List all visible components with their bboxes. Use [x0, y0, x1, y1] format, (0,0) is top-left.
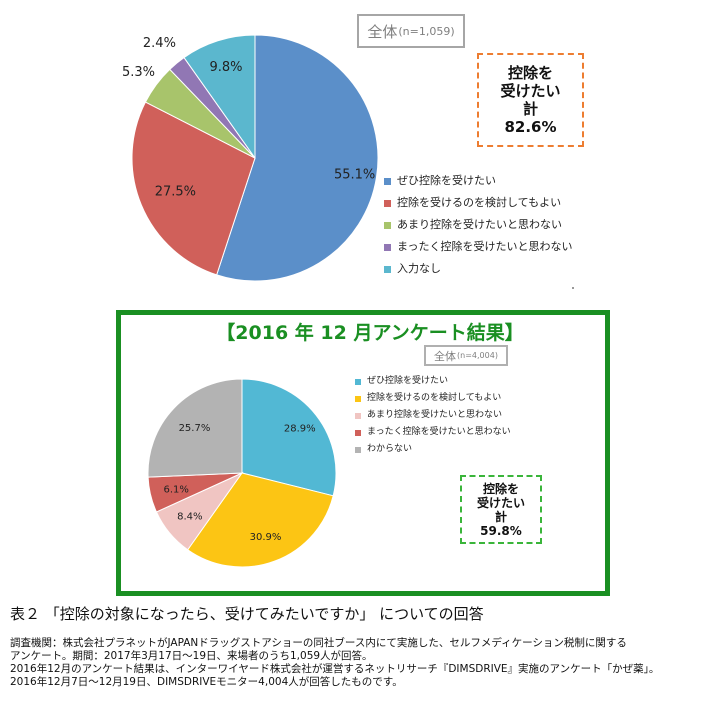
caption-note: 2016年12月7日～12月19日、DIMSDRIVEモニター4,004人が回答…: [10, 676, 403, 688]
caption-title: 表２ 「控除の対象になったら、受けてみたいですか」 についての回答: [10, 605, 484, 623]
legend-swatch: [384, 243, 391, 251]
chart1-total-label: 全体: [367, 22, 398, 41]
legend-swatch: [355, 412, 361, 419]
chart2-total-label: 全体: [434, 349, 457, 363]
chart1-summary-box: 控除を 受けたい 計 82.6%: [477, 53, 584, 147]
legend-item: わからない: [355, 441, 511, 458]
legend-label: 控除を受けるのを検討してもよい: [397, 196, 562, 209]
legend-label: 入力なし: [397, 262, 441, 275]
pie-value-label: 27.5%: [155, 184, 196, 199]
chart2-summary-line-1: 控除を: [482, 481, 519, 496]
pie-value-label: 9.8%: [209, 60, 242, 75]
legend-label: まったく控除を受けたいと思わない: [367, 427, 511, 437]
legend-item: まったく控除を受けたいと思わない: [384, 236, 573, 258]
legend-label: ぜひ控除を受けたい: [397, 174, 496, 187]
legend-item: 入力なし: [384, 258, 573, 280]
legend-item: ぜひ控除を受けたい: [384, 170, 573, 192]
pie-slice: [131, 101, 256, 276]
pie-slice: [183, 34, 256, 160]
chart1-total-n: (n=1,059): [398, 24, 455, 38]
chart1-total-box: 全体 (n=1,059): [357, 14, 465, 48]
legend-swatch: [384, 221, 391, 229]
chart2-pie: 28.9% 30.9% 8.4% 6.1% 25.7%: [147, 378, 337, 568]
pie-value-label: 5.3%: [122, 65, 155, 80]
chart2-legend: ぜひ控除を受けたい控除を受けるのを検討してもよい あまり控除を受けたいと思わないま…: [355, 373, 511, 458]
legend-item: 控除を受けるのを検討してもよい: [384, 192, 573, 214]
chart2-summary-line-2: 受けたい: [476, 495, 525, 510]
pie-value-label: 28.9%: [284, 423, 316, 434]
legend-item: あまり控除を受けたいと思わない: [355, 407, 511, 424]
chart1-summary-line-1: 控除を: [507, 64, 553, 82]
legend-swatch: [355, 446, 361, 453]
legend-swatch: [355, 378, 361, 385]
legend-swatch: [384, 265, 391, 273]
chart2-frame: [116, 310, 610, 596]
chart2-total-n: (n=4,004): [457, 351, 498, 360]
pie-value-label: 8.4%: [177, 512, 202, 523]
legend-item: まったく控除を受けたいと思わない: [355, 424, 511, 441]
legend-swatch: [384, 199, 391, 207]
caption-notes: 調査機関：株式会社プラネットがJAPANドラッグストアショーの同社ブース内にて実…: [10, 637, 659, 689]
chart1-pie: 55.1% 27.5% 5.3% 2.4% 9.8%: [122, 34, 379, 282]
legend-swatch: [355, 395, 361, 402]
chart2-summary-line-3: 計: [494, 509, 507, 524]
pie-slice: [147, 378, 243, 478]
legend-label: 控除を受けるのを検討してもよい: [367, 393, 502, 403]
caption-note: アンケート。期間：2017年3月17日～19日、来場者のうち1,059人が回答。: [10, 650, 373, 662]
legend-item: あまり控除を受けたいと思わない: [384, 214, 573, 236]
legend-swatch: [384, 177, 391, 185]
legend-item: 控除を受けるのを検討してもよい: [355, 390, 511, 407]
chart1-summary-line-3: 計: [522, 100, 538, 118]
pie-value-label: 6.1%: [163, 484, 188, 495]
pie-value-label: 55.1%: [334, 167, 375, 182]
chart2-total-box: 全体 (n=4,004): [424, 345, 508, 366]
caption-note: 調査機関：株式会社プラネットがJAPANドラッグストアショーの同社ブース内にて実…: [10, 637, 627, 649]
chart2-title: 【2016 年 12 月アンケート結果】: [216, 322, 524, 344]
legend-item: ぜひ控除を受けたい: [355, 373, 511, 390]
pie-value-label: 30.9%: [250, 532, 282, 543]
pie-slice: [187, 472, 334, 568]
divider-mark: [572, 287, 574, 289]
chart1-summary-value: 82.6%: [504, 118, 557, 136]
pie-value-label: 25.7%: [179, 423, 211, 434]
chart1-legend: ぜひ控除を受けたい控除を受けるのを検討してもよい あまり控除を受けたいと思わないま…: [384, 170, 573, 280]
legend-label: まったく控除を受けたいと思わない: [397, 240, 573, 253]
pie-value-label: 2.4%: [143, 36, 176, 51]
pie-slice: [216, 34, 379, 282]
legend-label: あまり控除を受けたいと思わない: [397, 218, 562, 231]
chart1-summary-line-2: 受けたい: [500, 82, 561, 100]
legend-swatch: [355, 429, 361, 436]
caption-note: 2016年12月のアンケート結果は、インターワイヤード株式会社が運営するネットリ…: [10, 663, 660, 675]
legend-label: ぜひ控除を受けたい: [367, 376, 449, 386]
chart2-summary-box: 控除を 受けたい 計 59.8%: [460, 475, 542, 544]
legend-label: あまり控除を受けたいと思わない: [367, 410, 503, 420]
legend-label: わからない: [367, 444, 413, 454]
chart2-summary-value: 59.8%: [480, 523, 522, 538]
pie-slice: [241, 378, 337, 497]
